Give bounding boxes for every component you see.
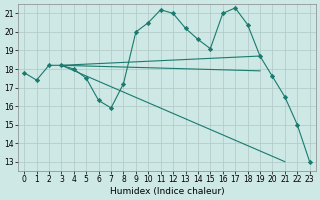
X-axis label: Humidex (Indice chaleur): Humidex (Indice chaleur) bbox=[109, 187, 224, 196]
